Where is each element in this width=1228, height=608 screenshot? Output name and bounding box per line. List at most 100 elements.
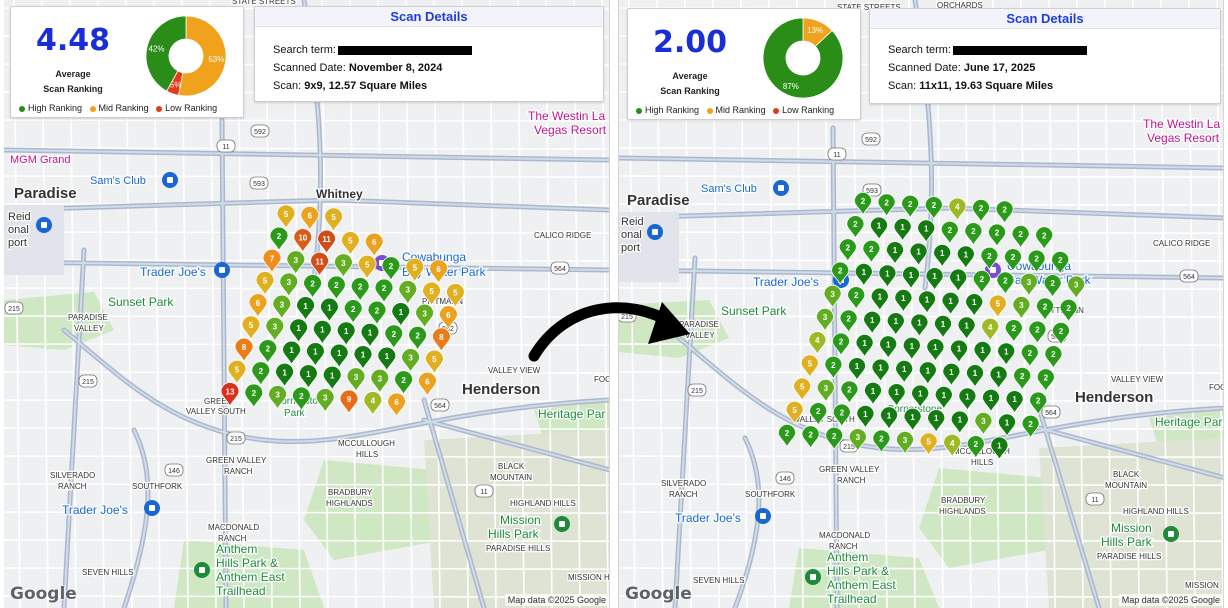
ranking-pin[interactable]: 3 (974, 411, 993, 436)
ranking-pin[interactable]: 1 (949, 339, 969, 364)
ranking-pin[interactable]: 2 (394, 370, 414, 396)
ranking-pin[interactable]: 2 (839, 309, 858, 334)
ranking-pin[interactable]: 1 (329, 343, 349, 369)
ranking-pin[interactable]: 2 (1013, 366, 1032, 391)
ranking-pin[interactable]: 3 (823, 284, 842, 309)
ranking-pin[interactable]: 2 (1059, 298, 1078, 323)
ranking-pin[interactable]: 2 (408, 325, 428, 351)
ranking-pin[interactable]: 1 (903, 407, 922, 432)
airport-icon[interactable] (36, 217, 52, 233)
ranking-pin[interactable]: 2 (877, 193, 896, 218)
park-icon[interactable] (805, 569, 821, 585)
ranking-pin[interactable]: 5 (422, 281, 442, 307)
ranking-pin[interactable]: 1 (958, 387, 977, 412)
ranking-pin[interactable]: 1 (855, 333, 874, 358)
ranking-pin[interactable]: 3 (279, 272, 299, 298)
ranking-pin[interactable]: 2 (996, 271, 1015, 296)
ranking-pin[interactable]: 2 (251, 361, 271, 387)
ranking-pin[interactable]: 5 (241, 315, 261, 341)
ranking-pin[interactable]: 1 (863, 310, 882, 335)
ranking-pin[interactable]: 2 (343, 299, 363, 324)
ranking-pin[interactable]: 1 (950, 410, 969, 435)
ranking-pin[interactable]: 1 (949, 268, 968, 293)
ranking-pin[interactable]: 1 (854, 262, 873, 287)
ranking-pin[interactable]: 11 (317, 229, 337, 255)
ranking-pin[interactable]: 2 (258, 339, 278, 364)
ranking-pin[interactable]: 1 (894, 288, 913, 313)
ranking-pin[interactable]: 6 (417, 371, 437, 397)
ranking-pin[interactable]: 3 (401, 348, 421, 373)
ranking-pin[interactable]: 3 (370, 368, 390, 394)
ranking-pin[interactable]: 1 (933, 243, 952, 268)
ranking-pin[interactable]: 5 (800, 354, 819, 379)
ranking-pin[interactable]: 1 (989, 365, 1008, 390)
ranking-pin[interactable]: 1 (956, 245, 975, 270)
ranking-pin[interactable]: 2 (924, 196, 943, 220)
ranking-pin[interactable]: 2 (303, 274, 323, 299)
ranking-pin[interactable]: 1 (901, 265, 921, 290)
ranking-pin[interactable]: 1 (863, 381, 883, 406)
ranking-pin[interactable]: 2 (832, 403, 851, 428)
ranking-pin[interactable]: 8 (234, 337, 254, 363)
ranking-pin[interactable]: 5 (445, 283, 465, 308)
ranking-pin[interactable]: 1 (934, 385, 953, 410)
ranking-pin[interactable]: 5 (793, 377, 812, 402)
ranking-pin[interactable]: 7 (262, 248, 282, 274)
ranking-pin[interactable]: 5 (340, 231, 360, 256)
ranking-pin[interactable]: 13 (220, 382, 240, 407)
ranking-pin[interactable]: 1 (981, 388, 1001, 413)
ranking-pin[interactable]: 5 (919, 432, 938, 457)
ranking-pin[interactable]: 2 (350, 277, 370, 302)
ranking-pin[interactable]: 6 (248, 293, 268, 318)
ranking-pin[interactable]: 3 (272, 294, 292, 320)
ranking-pin[interactable]: 2 (381, 256, 401, 282)
ranking-pin[interactable]: 1 (973, 340, 992, 365)
ranking-pin[interactable]: 2 (1004, 319, 1023, 343)
ranking-pin[interactable]: 5 (988, 294, 1007, 319)
ranking-pin[interactable]: 2 (853, 191, 873, 216)
ranking-pin[interactable]: 2 (1035, 226, 1054, 251)
ranking-pin[interactable]: 1 (879, 335, 898, 360)
ranking-pin[interactable]: 1 (941, 291, 960, 316)
ranking-pin[interactable]: 1 (377, 346, 397, 372)
ranking-pin[interactable]: 1 (965, 364, 985, 388)
park-icon[interactable] (554, 516, 570, 532)
ranking-pin[interactable]: 3 (895, 430, 915, 455)
ranking-pin[interactable]: 2 (809, 402, 828, 426)
trader-joes-icon[interactable] (214, 262, 230, 278)
ranking-pin[interactable]: 2 (838, 238, 857, 263)
ranking-pin[interactable]: 2 (831, 332, 851, 357)
ranking-pin[interactable]: 3 (398, 280, 418, 305)
ranking-pin[interactable]: 3 (415, 303, 435, 329)
ranking-pin[interactable]: 1 (909, 242, 928, 267)
trader-joes-icon[interactable] (144, 500, 160, 516)
ranking-pin[interactable]: 1 (911, 384, 930, 409)
ranking-pin[interactable]: 6 (438, 305, 458, 330)
ranking-pin[interactable]: 1 (856, 404, 875, 429)
ranking-pin[interactable]: 1 (957, 316, 976, 341)
ranking-pin[interactable]: 5 (324, 207, 344, 233)
ranking-pin[interactable]: 1 (879, 406, 899, 431)
ranking-pin[interactable]: 2 (384, 324, 404, 350)
ranking-pin[interactable]: 2 (801, 425, 820, 450)
ranking-pin[interactable]: 2 (1051, 250, 1070, 275)
ranking-pin[interactable]: 2 (374, 278, 394, 304)
airport-icon[interactable] (647, 224, 663, 240)
ranking-pin[interactable]: 3 (346, 367, 366, 393)
ranking-pin[interactable]: 6 (429, 259, 449, 285)
ranking-pin[interactable]: 4 (981, 317, 1000, 342)
ranking-pin[interactable]: 2 (995, 200, 1014, 225)
ranking-pin[interactable]: 1 (885, 241, 905, 265)
ranking-pin[interactable]: 1 (282, 340, 302, 366)
ranking-pin[interactable]: 6 (364, 232, 384, 258)
ranking-pin[interactable]: 2 (1043, 274, 1062, 298)
ranking-pin[interactable]: 3 (315, 388, 335, 413)
ranking-pin[interactable]: 1 (336, 321, 356, 347)
ranking-pin[interactable]: 2 (980, 246, 999, 271)
ranking-pin[interactable]: 2 (901, 194, 920, 219)
ranking-pin[interactable]: 1 (886, 312, 905, 336)
ranking-pin[interactable]: 2 (964, 222, 983, 246)
ranking-pin[interactable]: 2 (1035, 297, 1055, 322)
ranking-pin[interactable]: 2 (971, 198, 991, 223)
ranking-pin[interactable]: 2 (972, 269, 991, 294)
